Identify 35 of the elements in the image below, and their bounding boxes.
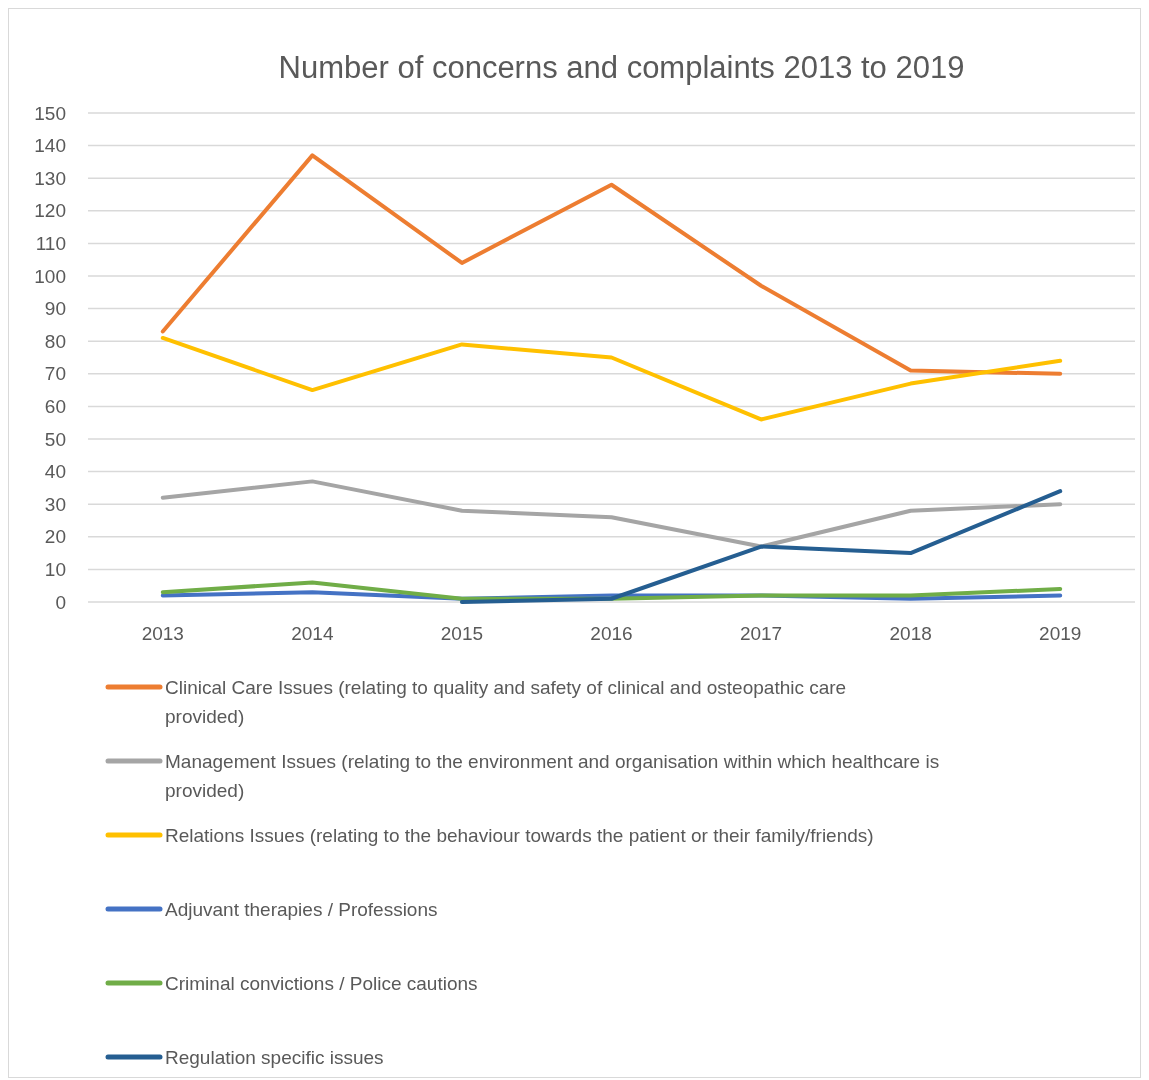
legend-label: Relations Issues (relating to the behaviour towards the patient or their family/friends) xyxy=(165,825,874,846)
y-tick-label: 140 xyxy=(34,135,66,157)
line-series xyxy=(160,479,1063,549)
x-tick-label: 2018 xyxy=(889,623,932,644)
y-tick-label: 120 xyxy=(34,200,66,222)
legend-label: Management Issues (relating to the environment and organisation within which healthcare is provided) xyxy=(165,751,940,801)
y-tick-label: 90 xyxy=(44,298,66,320)
x-tick-label: 2013 xyxy=(141,623,184,644)
y-tick-label: 40 xyxy=(44,461,66,483)
y-tick-label: 20 xyxy=(44,526,66,548)
y-tick-label: 80 xyxy=(44,330,66,352)
line-series xyxy=(160,153,1063,376)
y-tick-label: 30 xyxy=(44,493,66,515)
chart-title: Number of concerns and complaints 2013 to 2019 xyxy=(278,50,965,85)
y-tick-label: 10 xyxy=(44,559,66,581)
line-series xyxy=(459,489,1063,604)
y-tick-label: 0 xyxy=(55,591,66,613)
x-tick-label: 2016 xyxy=(590,623,633,644)
y-tick-label: 50 xyxy=(44,428,66,450)
legend-label: Criminal convictions / Police cautions xyxy=(165,973,478,994)
x-tick-label: 2015 xyxy=(440,623,484,644)
x-tick-label: 2014 xyxy=(291,623,334,644)
legend-label: Clinical Care Issues (relating to quality and safety of clinical and osteopathic care provided) xyxy=(165,677,847,727)
line-series xyxy=(160,335,1063,422)
x-tick-label: 2017 xyxy=(739,623,783,644)
y-tick-label: 110 xyxy=(35,233,66,255)
legend-label: Regulation specific issues xyxy=(165,1047,384,1068)
y-tick-label: 130 xyxy=(34,167,66,189)
y-tick-label: 150 xyxy=(34,102,66,124)
y-tick-label: 100 xyxy=(34,265,66,287)
legend-label: Adjuvant therapies / Professions xyxy=(165,899,438,920)
line-series xyxy=(160,580,1063,601)
x-tick-label: 2019 xyxy=(1039,623,1082,644)
y-tick-label: 70 xyxy=(44,363,66,385)
y-tick-label: 60 xyxy=(44,396,66,418)
